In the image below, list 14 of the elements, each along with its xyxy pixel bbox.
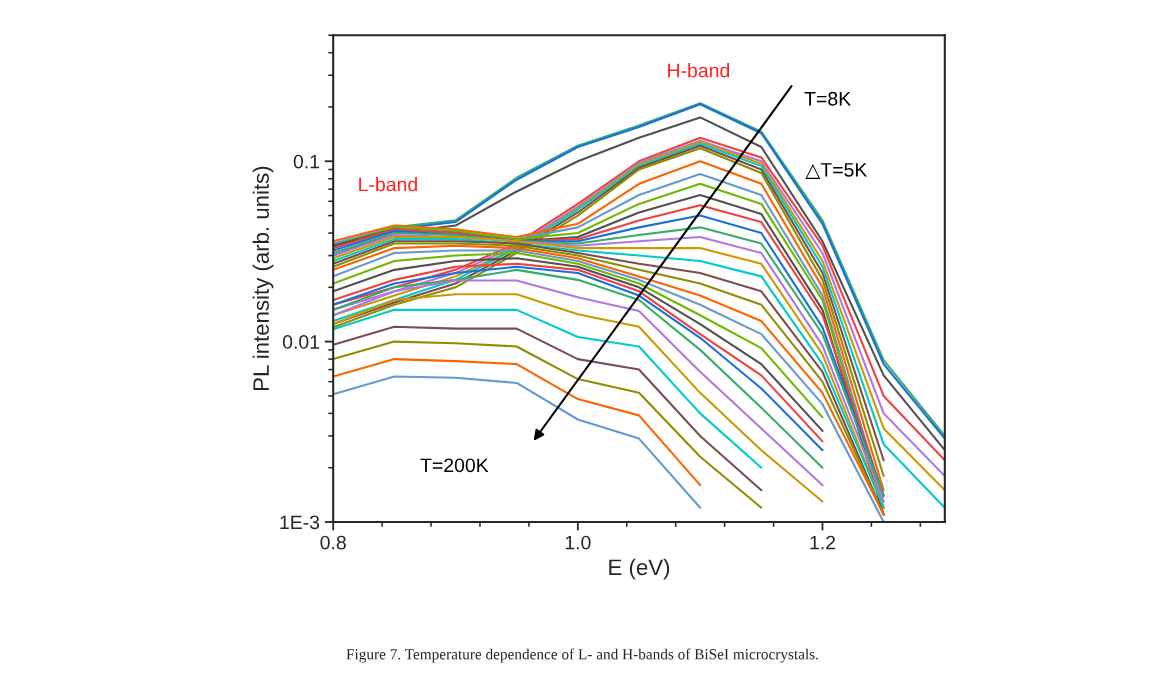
annotation: △T=5K bbox=[805, 163, 868, 179]
y-tick-label: 1E-3 bbox=[280, 515, 320, 530]
y-tick-label: 0.1 bbox=[293, 154, 320, 169]
y-tick-label: 0.01 bbox=[282, 335, 320, 349]
annotation: H-band bbox=[668, 63, 730, 78]
caption: Figure 7. Temperature dependence of L- and H-bands of BiSeI microcrystals. bbox=[346, 648, 818, 663]
annotation: L-band bbox=[359, 177, 417, 192]
x-tick-label: 1.2 bbox=[810, 535, 836, 550]
annotation: T=8K bbox=[804, 91, 851, 106]
y-axis-title: PL intensity (arb. units) bbox=[252, 166, 274, 390]
annotation: T=200K bbox=[420, 458, 489, 473]
x-axis-title: E (eV) bbox=[609, 558, 670, 580]
x-tick-label: 1.0 bbox=[565, 535, 591, 550]
x-tick-label: 0.8 bbox=[320, 535, 346, 550]
